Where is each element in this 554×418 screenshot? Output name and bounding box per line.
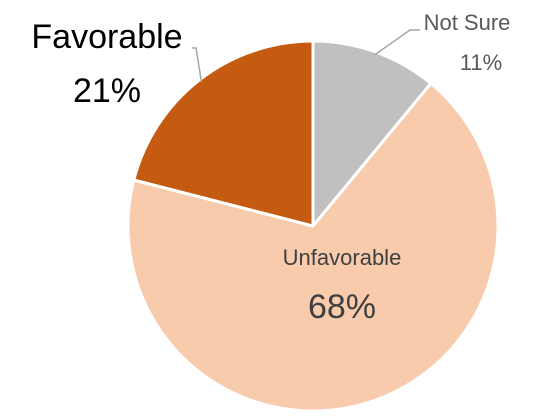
slice-label-favorable-value: 21% <box>73 72 141 110</box>
leader-line-not-sure <box>374 29 420 56</box>
data-labels: Not Sure 11% Favorable 21% Unfavorable 6… <box>31 10 510 326</box>
pie-slices <box>126 39 500 413</box>
leader-line-favorable <box>192 47 203 83</box>
slice-label-favorable-name: Favorable <box>31 18 182 56</box>
slice-label-not-sure-value: 11% <box>460 50 502 75</box>
pie-slice-favorable <box>132 39 315 228</box>
slice-label-not-sure-name: Not Sure <box>424 10 511 35</box>
leader-lines <box>192 29 420 83</box>
pie-slice-not-sure <box>311 39 433 228</box>
slice-label-unfavorable-name: Unfavorable <box>283 245 402 270</box>
pie-slice-unfavorable <box>126 81 500 413</box>
slice-label-unfavorable-value: 68% <box>308 288 376 326</box>
